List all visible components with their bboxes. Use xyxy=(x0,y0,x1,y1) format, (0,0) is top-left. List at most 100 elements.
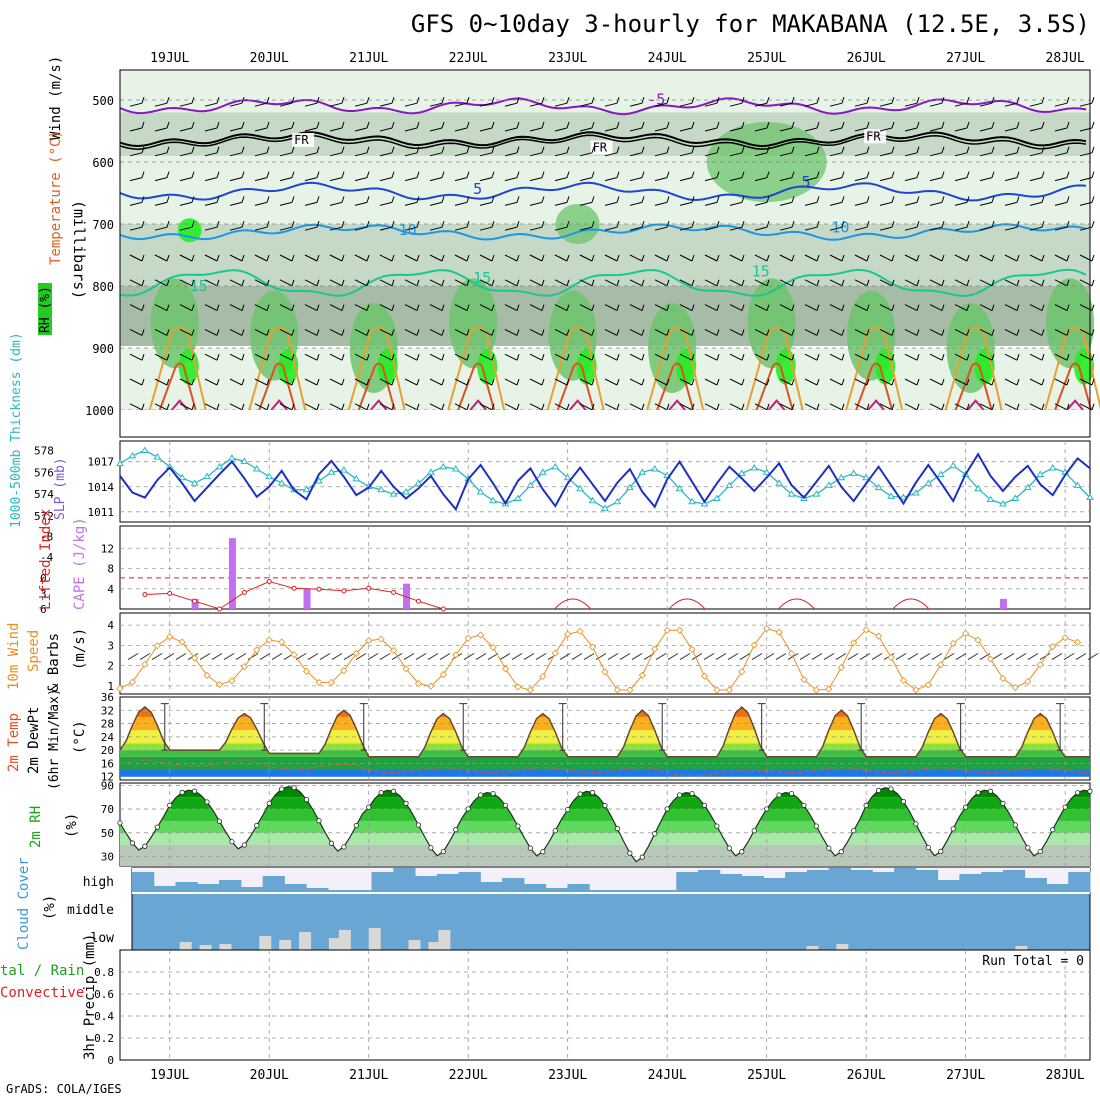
wind-barb xyxy=(279,254,295,262)
wind-barb xyxy=(804,403,820,411)
wind-barb xyxy=(904,196,920,206)
wind-barb xyxy=(379,328,395,336)
wind-barb xyxy=(279,146,295,157)
rh-point xyxy=(303,797,310,803)
isotherm-25 xyxy=(158,362,197,411)
isotherm-30 xyxy=(1066,399,1084,411)
rh-point xyxy=(689,790,695,797)
rh-point xyxy=(241,842,247,848)
wind-barb xyxy=(529,97,545,107)
isotherm-10 xyxy=(119,223,1087,241)
precip-label-total-rain: tal / Rain xyxy=(0,963,84,979)
wind-barb xyxy=(1004,254,1020,262)
wind-barb xyxy=(829,196,845,206)
wind-barb xyxy=(1054,328,1070,336)
wind-barb-10m xyxy=(859,653,871,661)
wind-barb xyxy=(1054,304,1070,312)
wind-barb xyxy=(754,279,770,287)
slp-tick: 1017 xyxy=(88,456,115,469)
rh-point xyxy=(279,786,285,792)
cape-bar xyxy=(403,583,411,609)
li-tick: 0 xyxy=(40,572,47,585)
wind-barb xyxy=(979,171,995,182)
wind-speed-point xyxy=(700,672,709,680)
thickness-point xyxy=(688,497,696,505)
wind-barb xyxy=(804,254,820,262)
wind-barb xyxy=(179,403,195,411)
wind-barb xyxy=(479,378,495,386)
wind-barb xyxy=(1029,403,1045,411)
wind-barb xyxy=(354,279,370,287)
cloud-high-bar xyxy=(1024,878,1047,892)
thickness-point xyxy=(153,453,162,460)
wind-barb xyxy=(854,146,870,157)
wind-barb-10m xyxy=(163,653,175,661)
wind-speed-point xyxy=(1036,661,1044,669)
wind-barb xyxy=(904,353,920,361)
rh-point xyxy=(652,831,658,837)
credit-label: GrADS: COLA/IGES xyxy=(6,1082,122,1096)
wind-barb xyxy=(379,171,395,182)
wind-speed-point xyxy=(875,632,883,640)
wind-barb xyxy=(354,328,370,336)
wind-barb xyxy=(504,304,520,312)
rh-point xyxy=(950,826,956,832)
wind-barb xyxy=(379,254,395,262)
wind-barb xyxy=(404,353,420,361)
wind-barb xyxy=(479,328,495,336)
wind-speed-point xyxy=(1011,683,1019,692)
wind-speed-point xyxy=(601,668,609,676)
thickness-point xyxy=(1073,481,1082,488)
date-label-bottom: 23JUL xyxy=(548,1068,587,1083)
thickness-point xyxy=(974,484,982,492)
wind-speed-point xyxy=(812,686,820,694)
cloud-high-bar xyxy=(153,886,177,892)
wind-barb xyxy=(204,304,220,312)
cloud-low-bar xyxy=(259,936,272,950)
wind-barb xyxy=(229,146,245,157)
thickness-point xyxy=(377,485,386,493)
wind-speed-point xyxy=(302,667,311,675)
wind-barb xyxy=(979,403,995,411)
rh-axis-label: 2m RH xyxy=(28,806,44,848)
wind-barb xyxy=(504,254,520,262)
rh-point xyxy=(465,806,471,812)
wind-barb xyxy=(879,171,895,182)
wind-speed-point xyxy=(526,686,534,694)
wind-barb xyxy=(354,254,370,262)
wind-barb xyxy=(854,304,870,312)
wind-barb xyxy=(704,304,720,312)
wind-barb xyxy=(654,328,670,336)
wind-barb xyxy=(754,378,770,386)
wind-barb-10m xyxy=(739,653,751,661)
upper-panel-frame xyxy=(119,69,1091,438)
rh-point xyxy=(328,840,335,846)
wind-barb xyxy=(954,328,970,336)
rh-point xyxy=(167,802,173,808)
wind-speed-point xyxy=(651,645,659,653)
rh-point xyxy=(677,792,683,798)
lifted-index-point xyxy=(391,589,397,595)
li-axis-label: Lifted Index xyxy=(38,509,54,610)
wind-barb xyxy=(954,378,970,386)
wind-barb xyxy=(179,196,195,206)
isotherm-5 xyxy=(119,181,1087,202)
wind-barb-10m xyxy=(295,653,307,661)
wind-barb-10m xyxy=(247,653,259,661)
rh-point xyxy=(415,822,422,828)
wind-barb xyxy=(929,171,945,182)
wind-barb xyxy=(629,328,645,336)
wind-speed-point xyxy=(253,646,261,654)
wind-barb xyxy=(204,254,220,262)
thickness-point xyxy=(352,474,361,482)
wind-barb xyxy=(904,121,920,132)
wind-barb xyxy=(229,171,245,182)
lifted-index-point xyxy=(366,585,372,591)
wind-barb xyxy=(129,196,145,206)
rh-point xyxy=(1025,845,1031,851)
wind-speed-point xyxy=(390,646,398,655)
isotherm-label: 5 xyxy=(473,180,482,198)
rh-point xyxy=(254,822,260,829)
thickness-point xyxy=(750,463,759,471)
